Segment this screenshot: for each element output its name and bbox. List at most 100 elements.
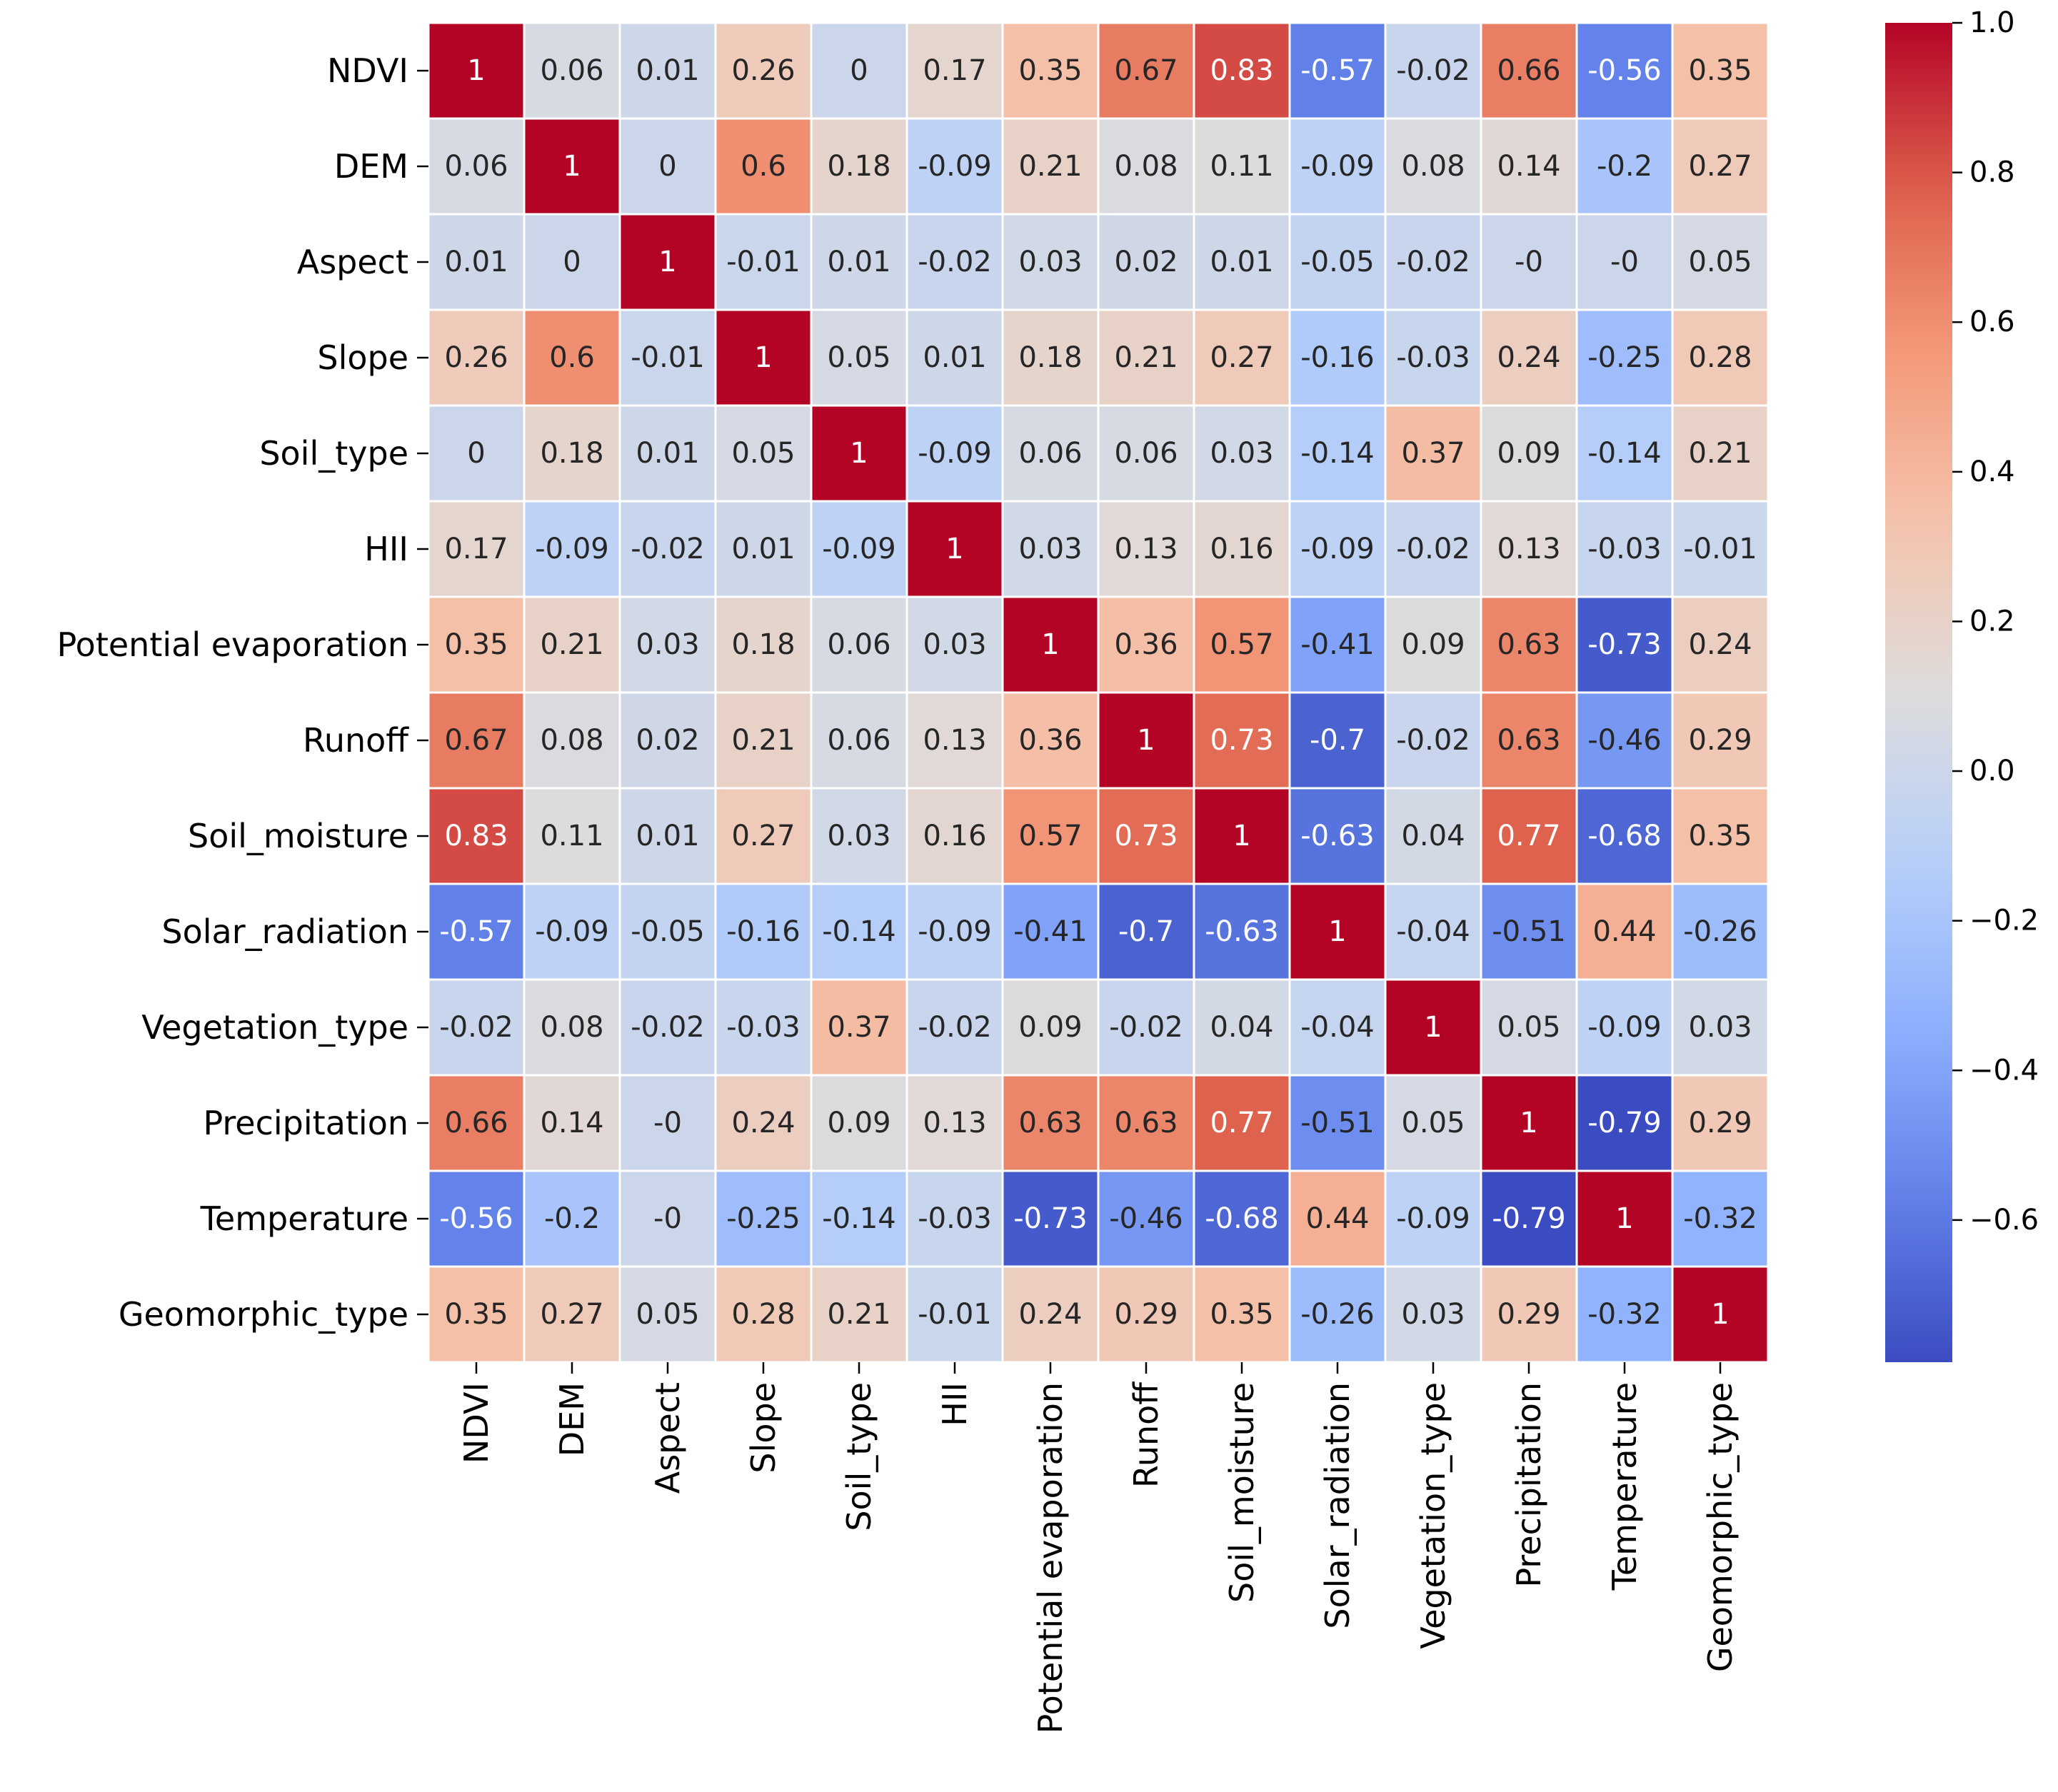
heatmap-cell-slope-soil-type (810, 308, 908, 407)
cell-value-label: 0.13 (1497, 533, 1560, 565)
heatmap-cell-hii-aspect (618, 500, 717, 598)
y-tick-label-geomorphic-type: Geomorphic_type (119, 1295, 408, 1334)
cell-value-label: -0.09 (1300, 533, 1375, 565)
cell-value-label: 0.66 (1497, 54, 1560, 87)
cell-value-label: -0.57 (1300, 54, 1375, 87)
cell-value-label: 0.17 (444, 533, 508, 565)
cell-value-label: 0.01 (636, 54, 699, 87)
cell-value-label: 0.21 (827, 1298, 890, 1331)
cell-value-label: 0.08 (1114, 150, 1178, 183)
cell-value-label: 0.08 (1401, 150, 1465, 183)
heatmap-cell-hii-runoff (1097, 500, 1195, 598)
heatmap-cell-runoff-soil-type (810, 691, 908, 790)
heatmap-cell-soil-moisture-potential-evaporation (1001, 787, 1100, 885)
heatmap-cell-vegetation-type-aspect (618, 978, 717, 1077)
heatmap-cell-soil-moisture-precipitation (1480, 787, 1578, 885)
heatmap-cell-dem-slope (714, 117, 813, 216)
cell-value-label: -0.14 (1300, 437, 1375, 470)
heatmap-cell-soil-moisture-slope (714, 787, 813, 885)
cell-value-label: 1 (1711, 1298, 1729, 1331)
cell-value-label: 0.06 (444, 150, 508, 183)
heatmap-cell-potential-evaporation-potential-evaporation (1001, 595, 1100, 694)
heatmap-cell-dem-runoff (1097, 117, 1195, 216)
cell-value-label: 0.35 (444, 628, 508, 661)
cell-value-label: -0.2 (1597, 150, 1652, 183)
heatmap-cells (427, 21, 1770, 1364)
cell-value-label: -0.02 (1396, 724, 1470, 757)
heatmap-cell-hii-soil-moisture (1193, 500, 1291, 598)
cell-value-label: 1 (850, 437, 868, 470)
heatmap-cell-dem-geomorphic-type (1671, 117, 1770, 216)
cell-value-label: -0 (1515, 246, 1543, 278)
x-tick-label-soil-type: Soil_type (840, 1382, 878, 1531)
cell-value-label: 0.09 (1018, 1011, 1082, 1044)
heatmap-cell-soil-type-vegetation-type (1384, 404, 1482, 503)
heatmap-cell-vegetation-type-potential-evaporation (1001, 978, 1100, 1077)
cell-value-label: 0.03 (1210, 437, 1273, 470)
heatmap-cell-soil-type-precipitation (1480, 404, 1578, 503)
cell-value-label: 0.11 (540, 820, 603, 852)
cell-value-label: -0.14 (1587, 437, 1662, 470)
heatmap-cell-slope-potential-evaporation (1001, 308, 1100, 407)
cell-value-label: 0.63 (1497, 628, 1560, 661)
heatmap-cell-aspect-vegetation-type (1384, 213, 1482, 311)
heatmap-cell-dem-aspect (618, 117, 717, 216)
heatmap-cell-vegetation-type-geomorphic-type (1671, 978, 1770, 1077)
heatmap-cell-runoff-potential-evaporation (1001, 691, 1100, 790)
cell-value-label: 0.02 (1114, 246, 1178, 278)
cell-value-label: 0.18 (540, 437, 603, 470)
cell-value-label: 0.14 (540, 1107, 603, 1139)
x-tick-label-potential-evaporation: Potential evaporation (1031, 1382, 1070, 1733)
heatmap-cell-soil-type-runoff (1097, 404, 1195, 503)
cell-value-label: 0.29 (1114, 1298, 1178, 1331)
heatmap-cell-aspect-precipitation (1480, 213, 1578, 311)
cell-value-label: 1 (1328, 915, 1346, 948)
cell-value-label: 1 (754, 341, 772, 374)
heatmap-cell-precipitation-precipitation (1480, 1074, 1578, 1172)
y-tick-label-soil-moisture: Soil_moisture (188, 817, 408, 855)
cell-value-label: -0.04 (1396, 915, 1470, 948)
heatmap-cell-ndvi-dem (523, 21, 621, 120)
cell-value-label: -0.02 (1109, 1011, 1183, 1044)
cell-value-label: 1 (1615, 1202, 1633, 1235)
cell-value-label: -0.05 (631, 915, 705, 948)
cell-value-label: 1 (1137, 724, 1155, 757)
cell-value-label: 0.01 (1210, 246, 1273, 278)
heatmap-cell-potential-evaporation-aspect (618, 595, 717, 694)
cell-value-label: 0.17 (923, 54, 986, 87)
cell-value-label: 0.18 (827, 150, 890, 183)
heatmap-cell-slope-slope (714, 308, 813, 407)
cell-value-label: 0.05 (827, 341, 890, 374)
cell-value-label: 0.36 (1018, 724, 1082, 757)
cell-value-label: -0.68 (1205, 1202, 1279, 1235)
heatmap-cell-precipitation-potential-evaporation (1001, 1074, 1100, 1172)
cell-value-label: -0.01 (918, 1298, 992, 1331)
heatmap-cell-dem-hii (905, 117, 1004, 216)
cell-value-label: -0 (653, 1202, 682, 1235)
heatmap-cell-vegetation-type-precipitation (1480, 978, 1578, 1077)
heatmap-cell-solar-radiation-runoff (1097, 882, 1195, 981)
cell-value-label: 0.37 (1401, 437, 1465, 470)
x-axis: NDVI DEM Aspect Slope Soil_type HII Potential … (457, 1362, 1740, 1733)
heatmap-cell-vegetation-type-runoff (1097, 978, 1195, 1077)
cell-value-label: 0.01 (636, 820, 699, 852)
cell-value-label: 0.01 (923, 341, 986, 374)
heatmap-cell-runoff-solar-radiation (1288, 691, 1387, 790)
colorbar-tick-label: 0.6 (1969, 306, 2015, 338)
cell-value-label: 0.29 (1497, 1298, 1560, 1331)
heatmap-cell-precipitation-runoff (1097, 1074, 1195, 1172)
heatmap-cell-runoff-soil-moisture (1193, 691, 1291, 790)
cell-value-label: 0.03 (1401, 1298, 1465, 1331)
cell-value-label: 0.44 (1592, 915, 1656, 948)
cell-value-label: -0.41 (1013, 915, 1088, 948)
cell-value-label: 0.05 (1688, 246, 1752, 278)
y-tick-label-dem: DEM (334, 147, 408, 186)
cell-value-label: 0.27 (1688, 150, 1752, 183)
cell-value-label: -0.01 (631, 341, 705, 374)
cell-value-label: -0.63 (1300, 820, 1375, 852)
cell-value-label: -0.56 (1587, 54, 1662, 87)
heatmap-cell-geomorphic-type-temperature (1575, 1265, 1674, 1364)
cell-value-label: 0.08 (540, 1011, 603, 1044)
cell-value-label: 0.83 (444, 820, 508, 852)
